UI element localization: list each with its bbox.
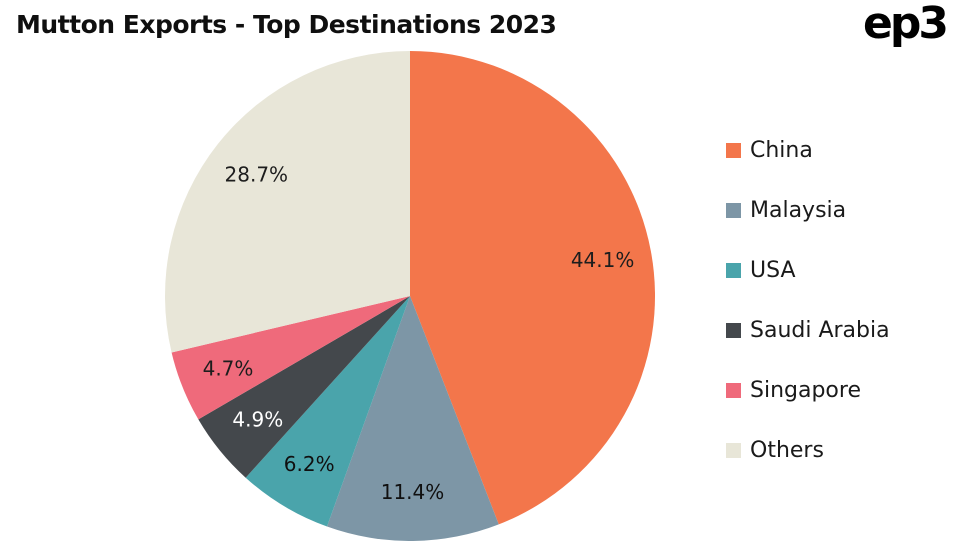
legend-swatch-others xyxy=(726,443,741,458)
legend-label-others: Others xyxy=(750,438,824,463)
pie-slice-china xyxy=(410,51,656,525)
slice-label-saudi-arabia: 4.9% xyxy=(232,408,283,432)
legend-swatch-malaysia xyxy=(726,203,741,218)
legend: China Malaysia USA Saudi Arabia Singapore Oth… xyxy=(726,138,890,463)
legend-item-usa: USA xyxy=(726,258,890,283)
legend-label-usa: USA xyxy=(750,258,796,283)
legend-label-singapore: Singapore xyxy=(750,378,861,403)
legend-label-malaysia: Malaysia xyxy=(750,198,847,223)
slice-label-singapore: 4.7% xyxy=(203,357,254,381)
ep3-logo: ep3 xyxy=(863,0,949,49)
legend-item-saudi-arabia: Saudi Arabia xyxy=(726,318,890,343)
pie-chart: 44.1% 11.4% 6.2%4.9% 4.7% 28.7% xyxy=(164,51,656,541)
pie-slice-saudi-arabia xyxy=(198,296,410,478)
legend-label-saudi-arabia: Saudi Arabia xyxy=(750,318,890,343)
legend-swatch-china xyxy=(726,143,741,158)
pie-slice-usa xyxy=(245,296,410,527)
slice-label-others: 28.7% xyxy=(225,162,289,186)
slice-label-malaysia: 11.4% xyxy=(381,480,445,504)
legend-item-singapore: Singapore xyxy=(726,378,890,403)
legend-item-china: China xyxy=(726,138,890,163)
legend-swatch-singapore xyxy=(726,383,741,398)
legend-item-malaysia: Malaysia xyxy=(726,198,890,223)
pie-slice-singapore xyxy=(171,296,410,420)
legend-swatch-saudi-arabia xyxy=(726,323,741,338)
pie-slice-others xyxy=(164,51,410,353)
legend-item-others: Others xyxy=(726,438,890,463)
slice-label-usa: 6.2% xyxy=(284,452,335,476)
slice-label-china: 44.1% xyxy=(571,248,635,272)
legend-swatch-usa xyxy=(726,263,741,278)
pie-slice-malaysia xyxy=(327,296,499,541)
chart-title: Mutton Exports - Top Destinations 2023 xyxy=(16,10,557,39)
legend-label-china: China xyxy=(750,138,813,163)
